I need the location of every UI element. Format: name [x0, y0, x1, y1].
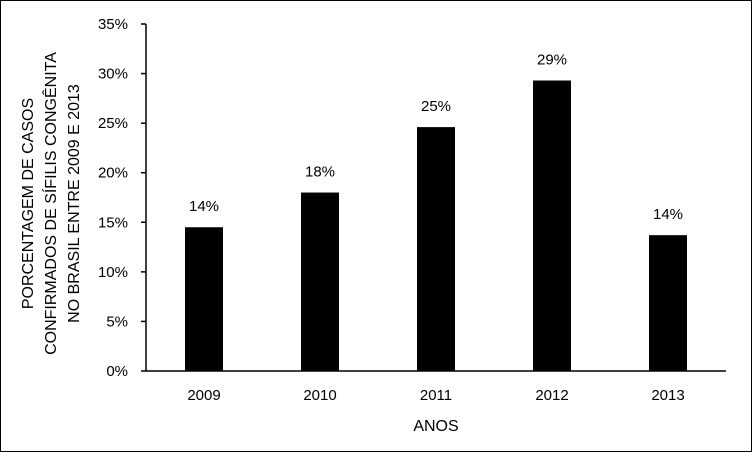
data-label-2012: 29% — [537, 52, 567, 69]
y-axis-title-line: NO BRASIL ENTRE 2009 E 2013 — [66, 84, 83, 323]
x-tick-label-2012: 2012 — [535, 387, 568, 404]
y-axis-title: PORCENTAGEM DE CASOS CONFIRMADOS DE SÍFIL… — [20, 52, 83, 355]
data-label-2009: 14% — [189, 198, 219, 215]
bar-2012 — [533, 80, 571, 372]
bar-2011 — [417, 127, 455, 371]
y-tick-label: 0% — [106, 363, 128, 380]
y-tick-label: 35% — [98, 16, 128, 33]
x-tick-label-2010: 2010 — [303, 387, 336, 404]
y-tick-label: 25% — [98, 115, 128, 132]
y-axis-title-line: CONFIRMADOS DE SÍFILIS CONGÊNITA — [41, 52, 60, 355]
data-label-2010: 18% — [305, 164, 335, 181]
y-axis-ticks: 0% 5% 10% 15% 20% 25% 30% 35% — [98, 16, 146, 380]
y-tick-label: 10% — [98, 264, 128, 281]
y-tick-label: 5% — [106, 313, 128, 330]
bar-2013 — [649, 235, 687, 371]
y-axis-title-line: PORCENTAGEM DE CASOS — [20, 98, 37, 309]
x-tick-label-2011: 2011 — [420, 387, 452, 404]
bar-2010 — [301, 192, 339, 371]
y-tick-label: 15% — [98, 214, 128, 231]
data-labels: 14% 18% 25% 29% 14% — [189, 52, 683, 224]
bar-series — [185, 80, 687, 372]
x-tick-label-2009: 2009 — [187, 387, 220, 404]
bar-2009 — [185, 227, 223, 371]
y-tick-label: 30% — [98, 66, 128, 83]
x-tick-label-2013: 2013 — [651, 387, 684, 404]
data-label-2011: 25% — [421, 98, 451, 115]
x-axis-ticks: 2009 2010 2011 2012 2013 — [187, 387, 684, 404]
data-label-2013: 14% — [653, 206, 683, 223]
y-tick-label: 20% — [98, 165, 128, 182]
x-axis-title: ANOS — [413, 418, 458, 435]
